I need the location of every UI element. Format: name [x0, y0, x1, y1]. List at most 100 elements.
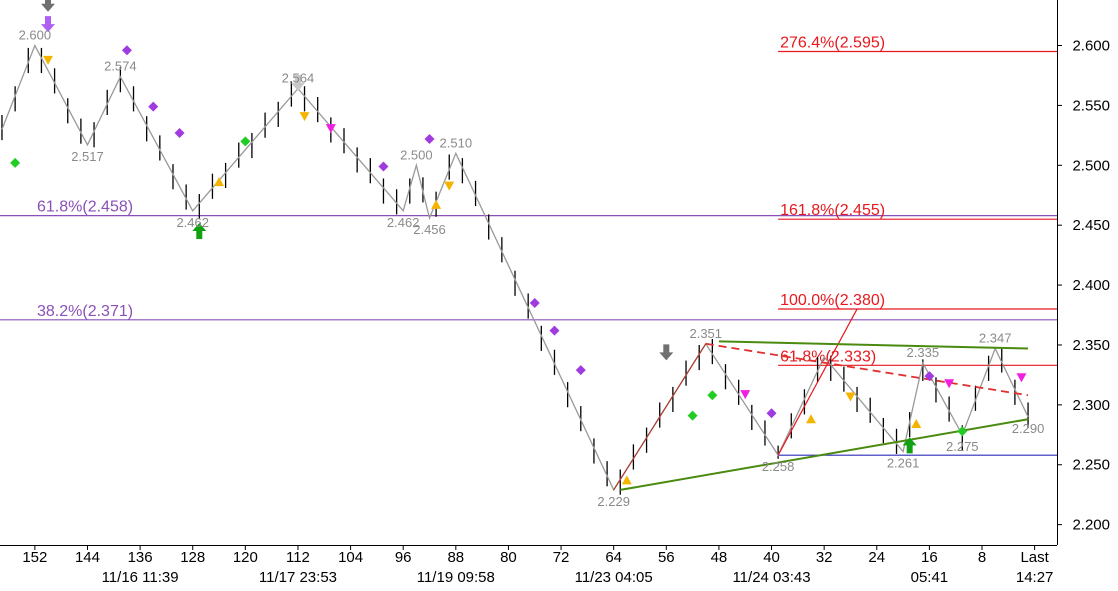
- swing-label: 2.564: [282, 71, 315, 86]
- y-tick-label: 2.300: [1072, 397, 1110, 414]
- y-tick-label: 2.550: [1072, 97, 1110, 114]
- y-tick-label: 2.450: [1072, 217, 1110, 234]
- swing-label: 2.275: [946, 439, 979, 454]
- signal-marker: [41, 0, 56, 12]
- signal-marker: [529, 298, 540, 309]
- x-tick-label: 104: [338, 549, 363, 566]
- swing-label: 2.600: [19, 28, 52, 43]
- signal-marker: [659, 344, 674, 361]
- level-label: 161.8%(2.455): [780, 202, 885, 219]
- y-tick-label: 2.250: [1072, 457, 1110, 474]
- signal-marker: [41, 16, 56, 33]
- price-bars: [1, 47, 1029, 495]
- swing-label: 2.261: [887, 456, 920, 471]
- trendline: [613, 343, 707, 491]
- signal-marker: [687, 410, 698, 421]
- swing-label: 2.258: [762, 459, 795, 474]
- level-label: 38.2%(2.371): [37, 303, 133, 320]
- level-label: 276.4%(2.595): [780, 35, 885, 52]
- signal-marker: [911, 419, 922, 429]
- y-tick-label: 2.600: [1072, 38, 1110, 55]
- swing-label: 2.500: [400, 147, 433, 162]
- signal-marker: [707, 390, 718, 401]
- x-tick-label: 136: [128, 549, 153, 566]
- signal-marker: [902, 437, 917, 454]
- signal-marker: [1016, 373, 1027, 383]
- time-label: 11/17 23:53: [259, 569, 337, 586]
- signal-marker: [575, 365, 586, 376]
- x-tick-label: 8: [978, 549, 986, 566]
- swing-label: 2.290: [1012, 421, 1045, 436]
- level-label: 61.8%(2.333): [780, 348, 876, 365]
- swing-labels: 2.600 2.517 2.574 2.462 2.564 2.462 2.500 2.456…: [19, 28, 1045, 509]
- x-axis-panel: [0, 545, 1118, 586]
- signal-marker: [549, 325, 560, 336]
- signal-marker: [924, 371, 935, 382]
- swing-label: 2.229: [597, 494, 630, 509]
- signal-marker: [174, 127, 185, 138]
- signal-marker: [957, 426, 968, 437]
- signal-marker: [10, 157, 21, 168]
- signal-marker: [424, 133, 435, 144]
- signal-marker: [121, 45, 132, 56]
- swing-label: 2.462: [387, 215, 420, 230]
- swing-label: 2.462: [176, 215, 209, 230]
- x-tick-label: 144: [75, 549, 100, 566]
- x-tick-label: 88: [447, 549, 464, 566]
- signal-marker: [192, 222, 207, 239]
- y-tick-label: 2.200: [1072, 517, 1110, 534]
- x-tick-label: 80: [500, 549, 517, 566]
- x-tick-label: 40: [763, 549, 780, 566]
- signal-marker: [378, 161, 389, 172]
- trendline: [718, 340, 1029, 350]
- signal-marker: [444, 181, 455, 191]
- swing-label: 2.351: [689, 326, 722, 341]
- swing-label: 2.574: [104, 59, 137, 74]
- signal-marker: [325, 124, 336, 134]
- signal-marker: [290, 74, 305, 91]
- swing-label: 2.510: [440, 135, 473, 150]
- levels: 276.4%(2.595) 61.8%(2.458) 161.8%(2.455) 10…: [0, 35, 1057, 456]
- signal-marker: [148, 101, 159, 112]
- swing-label: 2.456: [413, 222, 446, 237]
- x-tick-label: 32: [816, 549, 833, 566]
- trendline: [777, 308, 858, 456]
- signal-marker: [845, 392, 856, 402]
- x-tick-label: 120: [233, 549, 258, 566]
- x-tick-label: 16: [921, 549, 938, 566]
- signal-markers: [10, 0, 1027, 485]
- x-tick-label: 64: [605, 549, 622, 566]
- swing-label: 2.335: [907, 345, 940, 360]
- zigzag-line: [1, 43, 1029, 492]
- y-axis-panel: [1057, 0, 1118, 586]
- signal-marker: [214, 177, 225, 187]
- signal-marker: [766, 408, 777, 419]
- signal-marker: [740, 390, 751, 400]
- x-tick-label: Last: [1020, 549, 1049, 566]
- trendline: [705, 342, 1029, 397]
- signal-marker: [806, 414, 817, 424]
- signal-marker: [431, 199, 442, 209]
- swing-label: 2.517: [71, 149, 104, 164]
- level-label: 100.0%(2.380): [780, 292, 885, 309]
- time-label: 11/23 04:05: [575, 569, 653, 586]
- signal-marker: [944, 379, 955, 389]
- x-tick-label: 112: [286, 549, 310, 566]
- x-tick-label: 56: [658, 549, 675, 566]
- signal-marker: [299, 112, 310, 122]
- y-tick-label: 2.500: [1072, 157, 1110, 174]
- signal-marker: [240, 136, 251, 147]
- y-tick-label: 2.350: [1072, 337, 1110, 354]
- time-label: 11/19 09:58: [417, 569, 495, 586]
- x-tick-label: 128: [180, 549, 205, 566]
- time-label: 11/16 11:39: [102, 569, 179, 586]
- swing-label: 2.347: [979, 331, 1012, 346]
- x-tick-label: 96: [395, 549, 412, 566]
- signal-marker: [43, 55, 54, 65]
- signal-marker: [621, 475, 632, 485]
- time-label: 05:41: [911, 569, 949, 586]
- x-tick-label: 24: [868, 549, 885, 566]
